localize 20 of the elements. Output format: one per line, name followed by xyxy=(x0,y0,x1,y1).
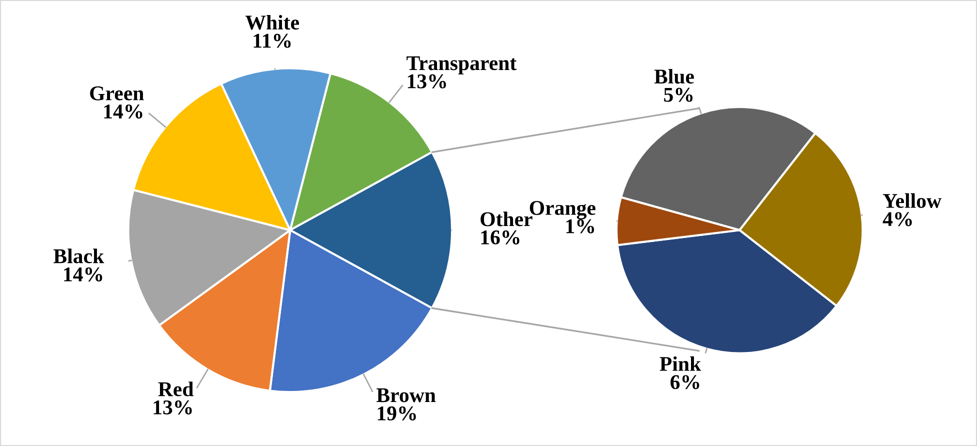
data-label: 13% xyxy=(408,74,446,88)
data-label: 1% xyxy=(566,219,594,234)
slice-label: Green xyxy=(90,86,144,100)
data-label: 4% xyxy=(882,212,912,226)
slice-label: Transparent xyxy=(406,56,517,74)
slice-label: Yellow xyxy=(882,193,942,208)
data-label: 14% xyxy=(64,267,102,282)
data-label: 19% xyxy=(378,406,416,420)
slice-label: Blue xyxy=(654,68,694,84)
data-label: 13% xyxy=(154,400,192,415)
slice-label: White xyxy=(245,14,299,30)
data-label: 16% xyxy=(481,230,520,245)
slice-label: Brown xyxy=(376,388,436,402)
data-label: 14% xyxy=(104,104,142,119)
slice-label: Black xyxy=(54,248,104,264)
slice-label: Pink xyxy=(660,356,702,371)
data-label: 5% xyxy=(664,88,693,102)
slice-label: Red xyxy=(158,382,194,396)
data-label: 6% xyxy=(670,375,700,390)
data-label: 11% xyxy=(254,34,291,48)
